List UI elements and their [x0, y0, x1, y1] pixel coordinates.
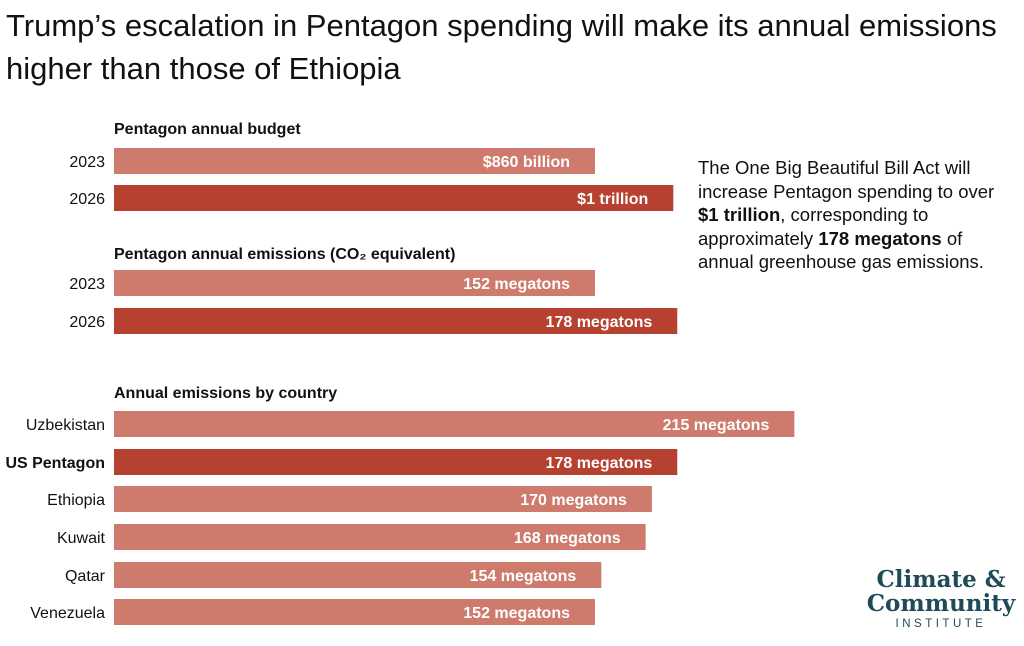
- category-label: US Pentagon: [5, 455, 105, 472]
- data-label: 178 megatons: [546, 314, 653, 331]
- category-label: Ethiopia: [47, 492, 105, 509]
- data-label: 215 megatons: [663, 417, 770, 434]
- note-bold-trillion: $1 trillion: [698, 204, 781, 225]
- category-label: Kuwait: [57, 530, 106, 547]
- bar: [114, 449, 678, 475]
- bar: [114, 599, 595, 625]
- note-text-2: , corresponding to approximately: [698, 204, 929, 249]
- bar: [114, 562, 602, 588]
- category-label: Venezuela: [30, 605, 105, 622]
- climate-community-institute-logo: Climate & Community INSTITUTE: [866, 568, 1016, 631]
- note-text-3: of annual greenhouse gas emissions.: [698, 227, 984, 273]
- category-label: 2023: [69, 276, 105, 293]
- data-label: 170 megatons: [520, 492, 627, 509]
- data-label: 168 megatons: [514, 530, 621, 547]
- panel-title-1: Pentagon annual budget: [114, 121, 301, 138]
- bar: [114, 411, 795, 437]
- category-label: 2026: [69, 314, 105, 331]
- data-label: 178 megatons: [546, 455, 653, 472]
- panel-title-3: Annual emissions by country: [114, 385, 337, 402]
- chart-title: Trump’s escalation in Pentagon spending …: [6, 8, 997, 86]
- note-bold-megatons: 178 megatons: [818, 227, 942, 249]
- panel-title-2: Pentagon annual emissions (CO₂ equivalen…: [114, 246, 455, 263]
- bar: [114, 308, 678, 334]
- category-label: 2023: [69, 154, 105, 171]
- bar: [114, 148, 595, 174]
- bar: [114, 486, 652, 512]
- logo-line-3: INSTITUTE: [895, 618, 987, 630]
- annotation-note: The One Big Beautiful Bill Act will incr…: [698, 156, 1018, 274]
- bar: [114, 185, 674, 211]
- data-label: 152 megatons: [463, 605, 570, 622]
- bar: [114, 524, 646, 550]
- data-label: $1 trillion: [577, 191, 648, 208]
- category-label: Uzbekistan: [26, 417, 105, 434]
- logo-line-1: Climate &: [876, 566, 1006, 593]
- bar: [114, 270, 595, 296]
- category-label: Qatar: [65, 568, 106, 585]
- data-label: 152 megatons: [463, 276, 570, 293]
- category-label: 2026: [69, 191, 105, 208]
- logo-line-2: Community: [866, 590, 1016, 617]
- data-label: 154 megatons: [470, 568, 577, 585]
- note-text-1: The One Big Beautiful Bill Act will incr…: [698, 157, 995, 202]
- data-label: $860 billion: [483, 154, 570, 171]
